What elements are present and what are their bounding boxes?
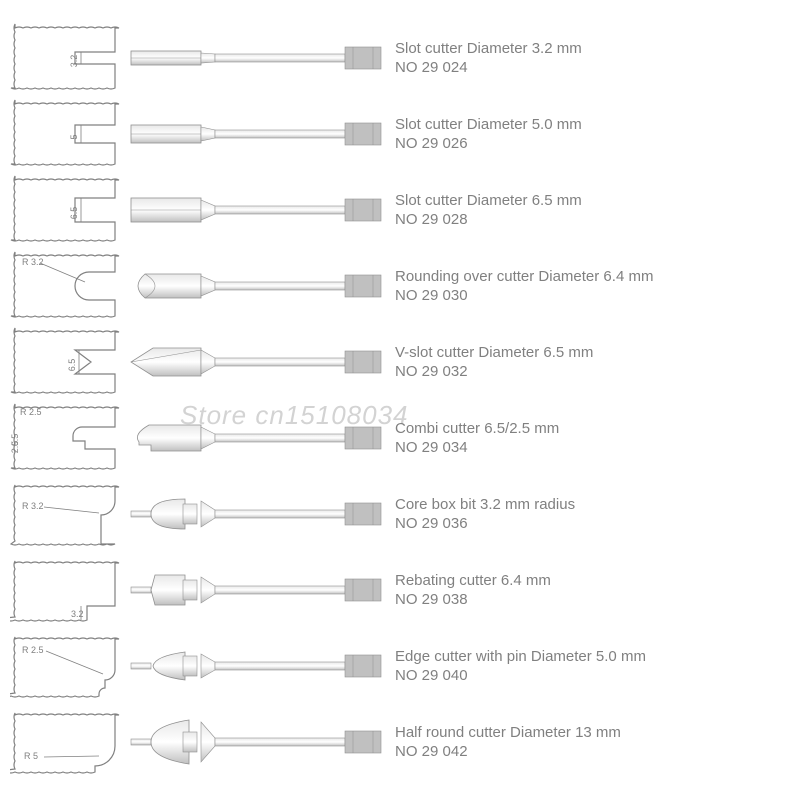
svg-text:R 3.2: R 3.2 [22, 501, 44, 511]
bit-illustration [125, 23, 385, 93]
svg-text:6.5: 6.5 [67, 359, 77, 372]
cutter-title: V-slot cutter Diameter 6.5 mm [395, 344, 790, 361]
svg-text:R 5: R 5 [24, 751, 38, 761]
cutter-labels: Half round cutter Diameter 13 mm NO 29 04… [385, 724, 790, 760]
cutter-row: R 5 Half round cutter Diameter 13 mm NO 2… [10, 704, 790, 780]
bit-illustration [125, 479, 385, 549]
bit-illustration [125, 631, 385, 701]
cutter-part-number: NO 29 036 [395, 515, 790, 532]
cutter-labels: Slot cutter Diameter 6.5 mm NO 29 028 [385, 192, 790, 228]
profile-diagram: 5 [10, 99, 120, 169]
cutter-title: Core box bit 3.2 mm radius [395, 496, 790, 513]
profile-diagram: R 3.2 [10, 479, 120, 549]
svg-text:R 2.5: R 2.5 [22, 645, 44, 655]
svg-text:5: 5 [69, 134, 79, 139]
profile-diagram: 6.5 [10, 327, 120, 397]
cutter-row: R 3.2 Rounding over cutter Diameter 6.4 … [10, 248, 790, 324]
svg-text:3.2: 3.2 [71, 609, 84, 619]
cutter-part-number: NO 29 028 [395, 211, 790, 228]
svg-text:2.5: 2.5 [10, 441, 20, 454]
svg-text:3.2: 3.2 [69, 55, 79, 68]
cutter-row: 6.5 V-slot cutter Diameter 6.5 mm NO 29 0… [10, 324, 790, 400]
cutter-row: R 3.2 Core box bit 3.2 mm radius NO 29 03… [10, 476, 790, 552]
profile-diagram: R 3.2 [10, 251, 120, 321]
cutter-row: 5 Slot cutter Diameter 5.0 mm NO 29 026 [10, 96, 790, 172]
cutter-title: Half round cutter Diameter 13 mm [395, 724, 790, 741]
cutter-labels: V-slot cutter Diameter 6.5 mm NO 29 032 [385, 344, 790, 380]
cutter-row: 3.2 Slot cutter Diameter 3.2 mm NO 29 024 [10, 20, 790, 96]
bit-illustration [125, 99, 385, 169]
cutter-part-number: NO 29 024 [395, 59, 790, 76]
cutter-row: 6.5 Slot cutter Diameter 6.5 mm NO 29 028 [10, 172, 790, 248]
cutter-row: 3.2 Rebating cutter 6.4 mm NO 29 038 [10, 552, 790, 628]
profile-diagram: R 2.5 6.5 2.5 [10, 403, 120, 473]
cutter-title: Slot cutter Diameter 5.0 mm [395, 116, 790, 133]
bit-illustration [125, 555, 385, 625]
cutter-part-number: NO 29 040 [395, 667, 790, 684]
bit-illustration [125, 175, 385, 245]
cutter-title: Slot cutter Diameter 6.5 mm [395, 192, 790, 209]
cutter-part-number: NO 29 038 [395, 591, 790, 608]
cutter-labels: Combi cutter 6.5/2.5 mm NO 29 034 [385, 420, 790, 456]
profile-diagram: R 5 [10, 707, 120, 777]
profile-diagram: 3.2 [10, 555, 120, 625]
cutter-labels: Core box bit 3.2 mm radius NO 29 036 [385, 496, 790, 532]
bit-illustration [125, 327, 385, 397]
cutter-title: Rebating cutter 6.4 mm [395, 572, 790, 589]
cutter-part-number: NO 29 042 [395, 743, 790, 760]
cutter-labels: Rounding over cutter Diameter 6.4 mm NO 2… [385, 268, 790, 304]
cutter-labels: Rebating cutter 6.4 mm NO 29 038 [385, 572, 790, 608]
bit-illustration [125, 251, 385, 321]
cutter-part-number: NO 29 032 [395, 363, 790, 380]
svg-text:R 3.2: R 3.2 [22, 257, 44, 267]
cutter-part-number: NO 29 026 [395, 135, 790, 152]
bit-illustration [125, 707, 385, 777]
cutter-title: Edge cutter with pin Diameter 5.0 mm [395, 648, 790, 665]
svg-text:R 2.5: R 2.5 [20, 407, 42, 417]
cutter-chart: 3.2 Slot cutter Diameter 3.2 mm NO 29 024… [10, 20, 790, 780]
cutter-labels: Slot cutter Diameter 5.0 mm NO 29 026 [385, 116, 790, 152]
profile-diagram: 6.5 [10, 175, 120, 245]
cutter-title: Combi cutter 6.5/2.5 mm [395, 420, 790, 437]
cutter-row: R 2.5 6.5 2.5 Combi cutter 6.5/2.5 mm NO … [10, 400, 790, 476]
profile-diagram: 3.2 [10, 23, 120, 93]
bit-illustration [125, 403, 385, 473]
svg-text:6.5: 6.5 [69, 207, 79, 220]
cutter-part-number: NO 29 034 [395, 439, 790, 456]
cutter-part-number: NO 29 030 [395, 287, 790, 304]
cutter-labels: Slot cutter Diameter 3.2 mm NO 29 024 [385, 40, 790, 76]
profile-diagram: R 2.5 [10, 631, 120, 701]
cutter-row: R 2.5 Edge cutter with pin Diameter 5.0 … [10, 628, 790, 704]
cutter-title: Slot cutter Diameter 3.2 mm [395, 40, 790, 57]
cutter-labels: Edge cutter with pin Diameter 5.0 mm NO 2… [385, 648, 790, 684]
cutter-title: Rounding over cutter Diameter 6.4 mm [395, 268, 790, 285]
